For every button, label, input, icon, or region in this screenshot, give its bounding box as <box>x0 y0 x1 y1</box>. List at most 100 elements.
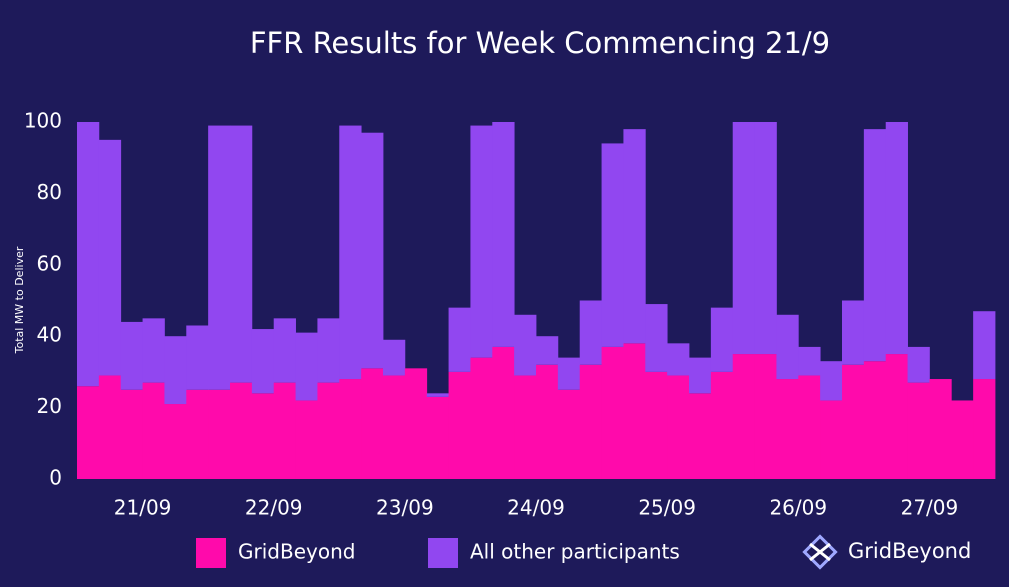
bar-segment <box>317 382 340 479</box>
bar-segment <box>667 375 690 479</box>
bar-segment <box>426 393 449 397</box>
bar-segment <box>186 325 209 390</box>
logo-text: GridBeyond <box>848 539 971 563</box>
y-tick-label: 0 <box>49 466 62 490</box>
chart-title: FFR Results for Week Commencing 21/9 <box>250 26 830 60</box>
bar-segment <box>536 364 559 479</box>
bar-segment <box>361 132 384 369</box>
bar-segment <box>776 314 799 380</box>
bar-segment <box>317 318 340 383</box>
y-tick-label: 40 <box>37 323 62 347</box>
x-tick-label: 25/09 <box>638 496 696 520</box>
bar-segment <box>776 379 799 479</box>
bar-segment <box>689 393 712 479</box>
bar-segment <box>798 375 821 479</box>
bar-segment <box>557 389 581 479</box>
bar-segment <box>164 336 187 405</box>
bar-segment <box>492 122 515 347</box>
bar-segment <box>907 346 930 383</box>
bar-segment <box>339 125 362 380</box>
bar-segment <box>973 311 996 380</box>
bar-segment <box>426 396 449 479</box>
bar-segment <box>514 375 537 479</box>
bar-segment <box>98 375 122 479</box>
legend-swatch <box>428 538 458 568</box>
bar-segment <box>645 304 668 372</box>
bar-segment <box>929 379 952 479</box>
bar-segment <box>820 361 843 401</box>
bar-segment <box>230 125 253 383</box>
x-tick-label: 26/09 <box>769 496 827 520</box>
bar-segment <box>514 314 537 376</box>
x-tick-label: 21/09 <box>114 496 172 520</box>
bar-segment <box>404 368 428 479</box>
bar-segment <box>470 357 493 479</box>
bar-segment <box>885 354 908 479</box>
x-tick-label: 27/09 <box>901 496 959 520</box>
bar-segment <box>383 339 406 376</box>
bar-segment <box>689 357 712 394</box>
bar-segment <box>273 318 296 383</box>
bar-segment <box>251 329 275 394</box>
y-axis-label: Total MW to Deliver <box>13 246 26 354</box>
bar-segment <box>623 343 646 479</box>
bar-segment <box>361 368 384 479</box>
bar-segment <box>863 129 887 362</box>
y-tick-label: 20 <box>37 394 62 418</box>
bar-segment <box>623 129 646 344</box>
logo: GridBeyond <box>802 534 971 570</box>
x-tick-label: 23/09 <box>376 496 434 520</box>
bar-segment <box>907 382 930 479</box>
x-tick-label: 24/09 <box>507 496 565 520</box>
bar-segment <box>885 122 908 355</box>
bar-segment <box>77 386 100 479</box>
y-tick-label: 80 <box>37 180 62 204</box>
legend-label: All other participants <box>470 540 680 564</box>
bar-segment <box>754 354 777 479</box>
bar-segment <box>863 361 887 479</box>
bar-segment <box>208 125 231 390</box>
bar-segment <box>579 364 602 479</box>
bar-segment <box>973 379 996 479</box>
bar-segment <box>251 393 275 479</box>
bar-segment <box>951 400 974 479</box>
bar-segment <box>273 382 296 479</box>
bar-segment <box>732 122 755 355</box>
bar-segment <box>295 400 318 479</box>
bar-segment <box>295 332 318 401</box>
bar-segment <box>77 122 100 387</box>
bar-segment <box>842 300 865 365</box>
bar-segment <box>448 371 471 479</box>
bar-segment <box>667 343 690 376</box>
bar-segment <box>142 382 165 479</box>
bar-segment <box>754 122 777 355</box>
bar-segment <box>536 336 559 365</box>
bar-segment <box>710 371 734 479</box>
bar-segment <box>842 364 865 479</box>
y-tick-label: 60 <box>37 251 62 275</box>
y-tick-label: 100 <box>24 109 62 133</box>
bar-segment <box>601 143 624 347</box>
bar-segment <box>710 307 734 372</box>
bar-segment <box>557 357 581 390</box>
x-tick-label: 22/09 <box>245 496 303 520</box>
bar-segment <box>492 346 515 479</box>
bar-segment <box>579 300 602 365</box>
bar-segment <box>339 379 362 479</box>
bar-segment <box>645 371 668 479</box>
bar-segment <box>164 404 187 479</box>
bar-segment <box>120 389 143 479</box>
legend-swatch <box>196 538 226 568</box>
bar-segment <box>798 346 821 376</box>
bar-segment <box>120 321 143 390</box>
legend-label: GridBeyond <box>238 540 355 564</box>
bar-segment <box>601 346 624 479</box>
bar-segment <box>820 400 843 479</box>
logo-icon <box>802 534 838 570</box>
bar-segment <box>98 139 122 376</box>
bar-segment <box>208 389 231 479</box>
bar-segment <box>448 307 471 372</box>
bar-segment <box>230 382 253 479</box>
bar-segment <box>732 354 755 479</box>
